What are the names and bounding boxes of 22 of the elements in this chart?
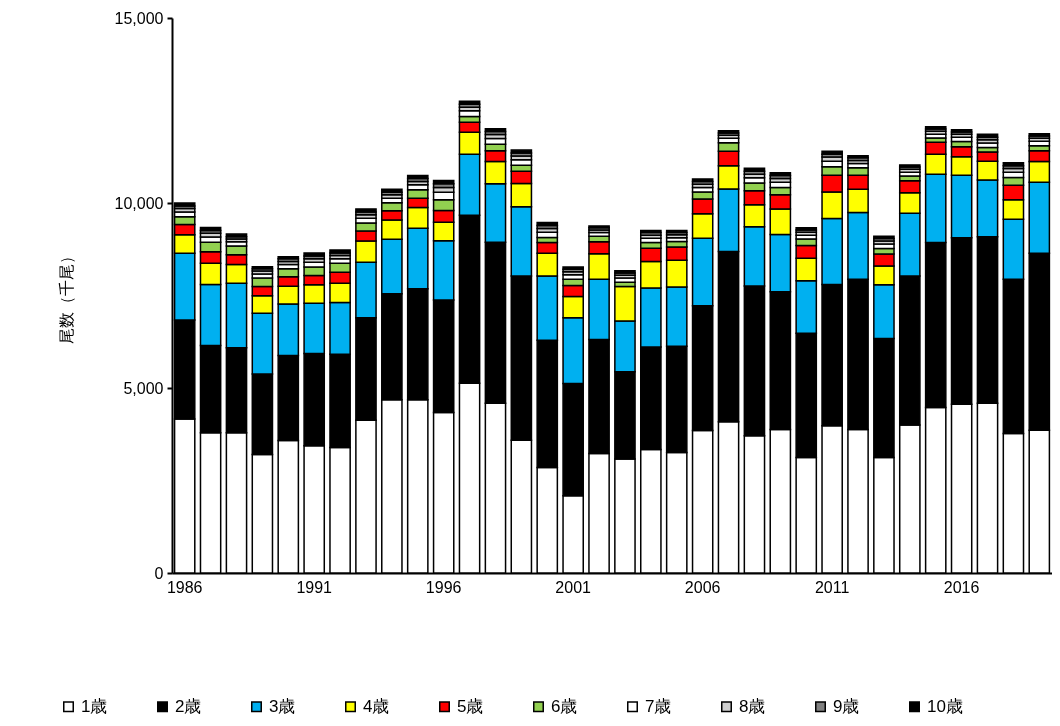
x-tick-label: 2016: [943, 578, 980, 596]
y-tick-label: 5,000: [123, 379, 164, 397]
legend-label: 8歳: [739, 696, 766, 716]
legend-label: 7歳: [645, 696, 672, 716]
y-axis-title: 尾数（千尾）: [57, 248, 75, 344]
legend-label: 9歳: [833, 696, 860, 716]
x-tick-label: 2001: [555, 578, 592, 596]
y-tick-label: 0: [154, 564, 164, 582]
legend-label: 3歳: [269, 696, 296, 716]
legend-label: 6歳: [551, 696, 578, 716]
x-tick-label: 2006: [684, 578, 721, 596]
legend-label: 1歳: [81, 696, 108, 716]
x-tick-label: 1986: [166, 578, 203, 596]
legend-label: 10歳: [927, 696, 963, 716]
x-tick-label: 1991: [296, 578, 333, 596]
legend-label: 5歳: [457, 696, 484, 716]
y-tick-label: 10,000: [114, 194, 164, 212]
legend-label: 4歳: [363, 696, 390, 716]
x-tick-label: 2011: [814, 578, 850, 596]
legend-label: 2歳: [175, 696, 202, 716]
y-tick-label: 15,000: [114, 9, 164, 27]
x-tick-label: 1996: [425, 578, 462, 596]
